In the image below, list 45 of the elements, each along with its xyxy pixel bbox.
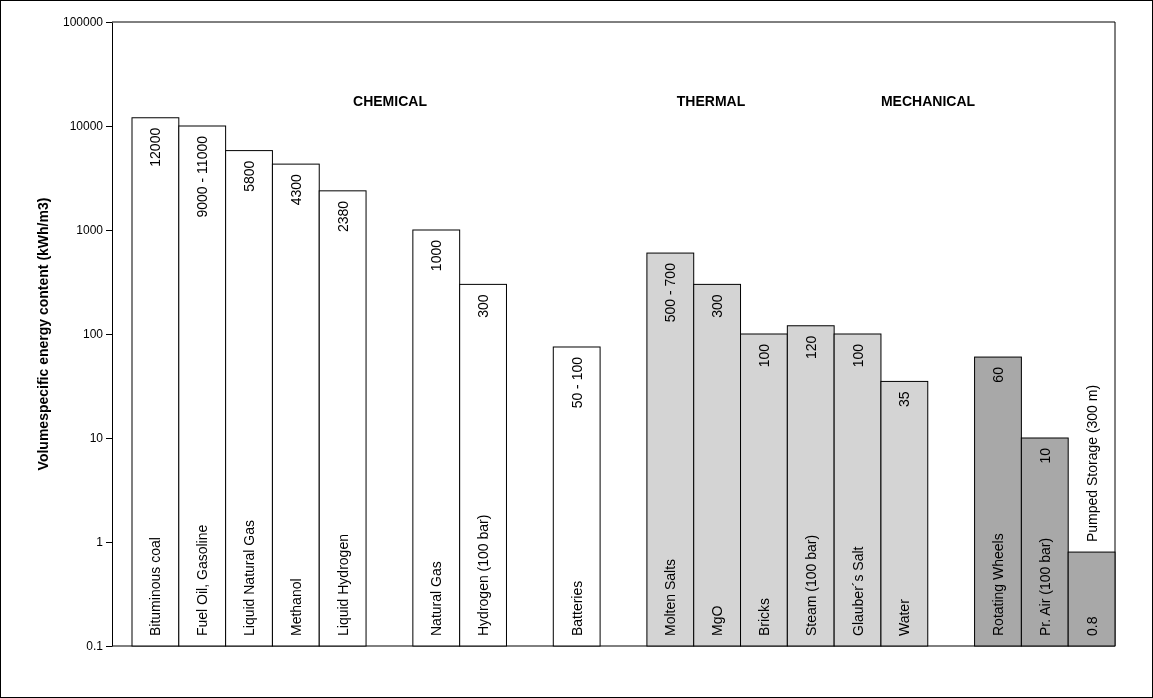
y-axis-title: Volumespecific energy content (kWh/m3): [35, 197, 51, 471]
annotation: 9000 - 11000: [194, 135, 211, 218]
data-label: 2380: [334, 200, 351, 232]
x-tick-label: Methanol: [287, 578, 304, 636]
x-tick-label: Batteries: [568, 580, 585, 636]
data-label: 12000: [147, 127, 164, 167]
data-label: 4300: [287, 173, 304, 206]
x-tick-label: Bricks: [755, 597, 772, 636]
x-tick-label: Glauber´s Salt: [849, 546, 866, 636]
annotation: CHEMICAL: [353, 93, 428, 109]
data-label: 300: [475, 294, 492, 318]
data-label: 120: [802, 335, 819, 360]
x-tick-label: Water: [896, 598, 913, 636]
data-label: 300: [709, 294, 726, 318]
x-tick-label: Fuel Oil, Gasoline: [194, 524, 211, 636]
x-tick-label: Bituminous coal: [147, 537, 164, 636]
data-label: 60: [989, 366, 1006, 383]
y-tick-label: 100: [82, 327, 104, 342]
x-tick-label: Pumped Storage (300 m): [1083, 384, 1100, 543]
y-tick-label: 0.1: [86, 639, 104, 654]
x-tick-label: Hydrogen (100 bar): [475, 514, 492, 636]
x-tick-label: MgO: [709, 605, 726, 636]
x-tick-label: Molten Salts: [662, 558, 679, 636]
x-tick-label: Steam (100 bar): [802, 534, 819, 636]
x-tick-label: Pr. Air (100 bar): [1036, 537, 1053, 636]
x-tick-label: Liquid Hydrogen: [334, 534, 351, 636]
x-tick-label: Rotating Wheels: [989, 533, 1006, 636]
y-tick-label: 10: [89, 431, 104, 446]
annotation: 50 - 100: [568, 356, 585, 409]
data-label: 35: [896, 391, 913, 407]
y-tick-label: 10000: [69, 119, 104, 134]
annotation: 500 - 700: [662, 262, 679, 323]
data-label: 10: [1036, 447, 1053, 464]
x-tick-label: Natural Gas: [428, 561, 445, 636]
data-label: 1000: [428, 239, 445, 272]
data-label: 100: [849, 343, 866, 368]
annotation: THERMAL: [676, 93, 746, 109]
data-label: 5800: [241, 160, 258, 192]
annotation: MECHANICAL: [880, 93, 976, 109]
x-tick-label: Liquid Natural Gas: [241, 520, 258, 636]
y-tick-label: 1: [96, 535, 104, 550]
y-tick-label: 100000: [62, 15, 104, 30]
y-tick-label: 1000: [76, 223, 104, 238]
data-label: 0.8: [1083, 616, 1100, 636]
data-label: 100: [755, 343, 772, 368]
